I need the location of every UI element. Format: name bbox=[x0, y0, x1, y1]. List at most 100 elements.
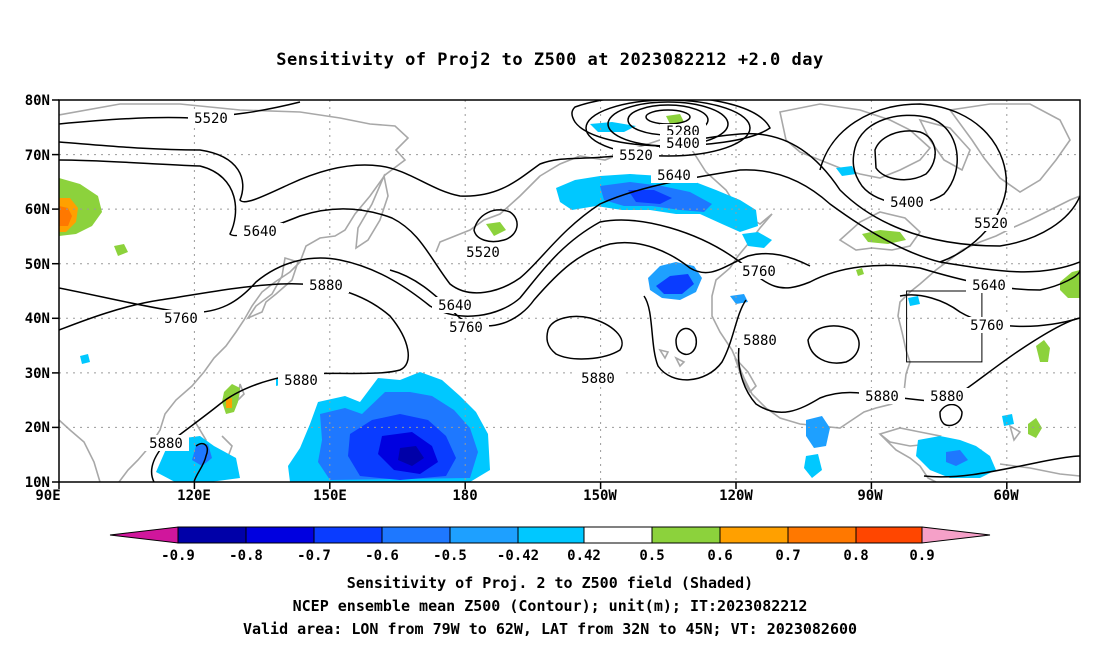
shade-pos-small1 bbox=[114, 244, 128, 256]
svg-text:5760: 5760 bbox=[970, 318, 1004, 334]
contour-5520-pac-cutoff bbox=[473, 209, 518, 243]
shade-pos-pac bbox=[486, 222, 506, 236]
shade-pos-arctic bbox=[666, 114, 684, 124]
shade-neg-canada-small bbox=[742, 232, 772, 248]
contour-arctic-low-4 bbox=[585, 100, 751, 157]
svg-text:5520: 5520 bbox=[194, 111, 228, 127]
contour-5880-small bbox=[939, 403, 963, 427]
contour-5760-long bbox=[59, 219, 1080, 317]
lat-label: 60N bbox=[25, 202, 50, 218]
contour-5520-asia bbox=[59, 101, 301, 125]
contour-label-5520a: 5520 bbox=[188, 110, 234, 127]
contour-label-5520c: 5520 bbox=[460, 244, 506, 261]
colorbar-segment bbox=[583, 526, 653, 544]
colorbar-label: -0.42 bbox=[497, 548, 539, 564]
shade-neg-box-small bbox=[908, 296, 920, 306]
colorbar-label: 0.7 bbox=[775, 548, 800, 564]
colorbar-label: 0.42 bbox=[567, 548, 601, 564]
shade-neg-arctic-small bbox=[590, 122, 636, 132]
contour-label-5400a: 5400 bbox=[660, 135, 706, 152]
svg-text:5880: 5880 bbox=[581, 371, 615, 387]
contour-5880-large bbox=[643, 295, 747, 381]
colorbar-segment bbox=[787, 526, 857, 544]
coastline-japan bbox=[245, 256, 300, 320]
contour-5400-arctic bbox=[571, 100, 771, 147]
colorbar-segment bbox=[719, 526, 789, 544]
colorbar-segment bbox=[517, 526, 585, 544]
shade-neg-na-small1 bbox=[730, 294, 748, 304]
lat-label: 50N bbox=[25, 257, 50, 273]
contour-label-5880c: 5880 bbox=[278, 372, 324, 389]
lat-label: 80N bbox=[25, 93, 50, 109]
colorbar-low-arrow bbox=[109, 526, 179, 544]
colorbar-segment bbox=[313, 526, 383, 544]
lat-label: 30N bbox=[25, 366, 50, 382]
contour-label-5880d: 5880 bbox=[575, 370, 621, 387]
coastline-gulf bbox=[891, 249, 963, 405]
svg-text:5520: 5520 bbox=[619, 148, 653, 164]
colorbar-segment bbox=[245, 526, 315, 544]
coastlines bbox=[59, 103, 1080, 482]
colorbar-high-arrow bbox=[921, 526, 991, 544]
contour-greenland-2 bbox=[852, 114, 958, 205]
contour-5880-bermuda bbox=[807, 325, 860, 364]
contour-south-atl bbox=[923, 455, 1080, 478]
contour-label-5760a: 5760 bbox=[736, 263, 782, 280]
lon-label: 150E bbox=[313, 488, 347, 504]
svg-text:5640: 5640 bbox=[657, 168, 691, 184]
caption-shading: Sensitivity of Proj. 2 to Z500 field (Sh… bbox=[346, 574, 754, 592]
lat-labels: 80N 70N 60N 50N 40N 30N 20N 10N bbox=[25, 93, 50, 491]
colorbar-label: 0.5 bbox=[639, 548, 664, 564]
svg-text:5520: 5520 bbox=[466, 245, 500, 261]
contour-label-5640d: 5640 bbox=[966, 277, 1012, 294]
contour-5400-atl bbox=[819, 103, 1008, 263]
coastline-asia bbox=[59, 103, 410, 482]
contour-5760-box bbox=[899, 294, 1080, 328]
svg-text:5520: 5520 bbox=[974, 216, 1008, 232]
axis-ticks bbox=[52, 99, 1008, 489]
lon-labels: 90E 120E 150E 180 150W 120W 90W 60W bbox=[35, 488, 1019, 504]
contour-label-5760c: 5760 bbox=[443, 319, 489, 336]
contour-5880-mid bbox=[546, 315, 623, 360]
svg-text:5400: 5400 bbox=[666, 136, 700, 152]
sensitivity-shading bbox=[59, 114, 1080, 482]
shade-neg-gulf1 bbox=[806, 416, 830, 448]
lon-label: 150W bbox=[583, 488, 617, 504]
svg-text:5760: 5760 bbox=[164, 311, 198, 327]
lon-label: 120W bbox=[719, 488, 753, 504]
shade-neg-small2 bbox=[80, 354, 90, 364]
contour-5880-west bbox=[59, 282, 409, 482]
contour-label-5640c: 5640 bbox=[432, 297, 478, 314]
contour-greenland-1 bbox=[874, 130, 936, 181]
svg-text:5880: 5880 bbox=[930, 389, 964, 405]
contour-label-5880b: 5880 bbox=[737, 332, 783, 349]
colorbar-label: 0.9 bbox=[909, 548, 934, 564]
svg-text:5880: 5880 bbox=[309, 278, 343, 294]
colorbar: -0.9 -0.8 -0.7 -0.6 -0.5 -0.42 0.42 0.5 … bbox=[109, 526, 991, 564]
coastline-east-canada bbox=[961, 195, 1080, 251]
contour-se-asia-loop bbox=[193, 442, 208, 482]
lon-label: 90W bbox=[857, 488, 883, 504]
colorbar-label: -0.6 bbox=[365, 548, 399, 564]
svg-text:5880: 5880 bbox=[743, 333, 777, 349]
contour-label-5400b: 5400 bbox=[884, 194, 930, 211]
contour-label-5760b: 5760 bbox=[158, 310, 204, 327]
svg-text:5640: 5640 bbox=[972, 278, 1006, 294]
shade-pos-small3 bbox=[856, 268, 864, 276]
colorbar-label: -0.8 bbox=[229, 548, 263, 564]
contour-label-5640a: 5640 bbox=[651, 167, 697, 184]
lon-label: 60W bbox=[993, 488, 1019, 504]
contour-label-5760d: 5760 bbox=[964, 317, 1010, 334]
lon-label: 120E bbox=[177, 488, 211, 504]
svg-text:5760: 5760 bbox=[449, 320, 483, 336]
colorbar-label: 0.8 bbox=[843, 548, 868, 564]
colorbar-label: -0.5 bbox=[433, 548, 467, 564]
shade-pos-small2-core bbox=[226, 398, 232, 408]
colorbar-label: -0.7 bbox=[297, 548, 331, 564]
shade-pos-atl2 bbox=[1036, 340, 1050, 362]
chart-title: Sensitivity of Proj2 to Z500 at 20230822… bbox=[276, 50, 824, 70]
svg-text:5760: 5760 bbox=[742, 264, 776, 280]
contour-5760-inner bbox=[389, 241, 811, 327]
lat-label: 10N bbox=[25, 475, 50, 491]
